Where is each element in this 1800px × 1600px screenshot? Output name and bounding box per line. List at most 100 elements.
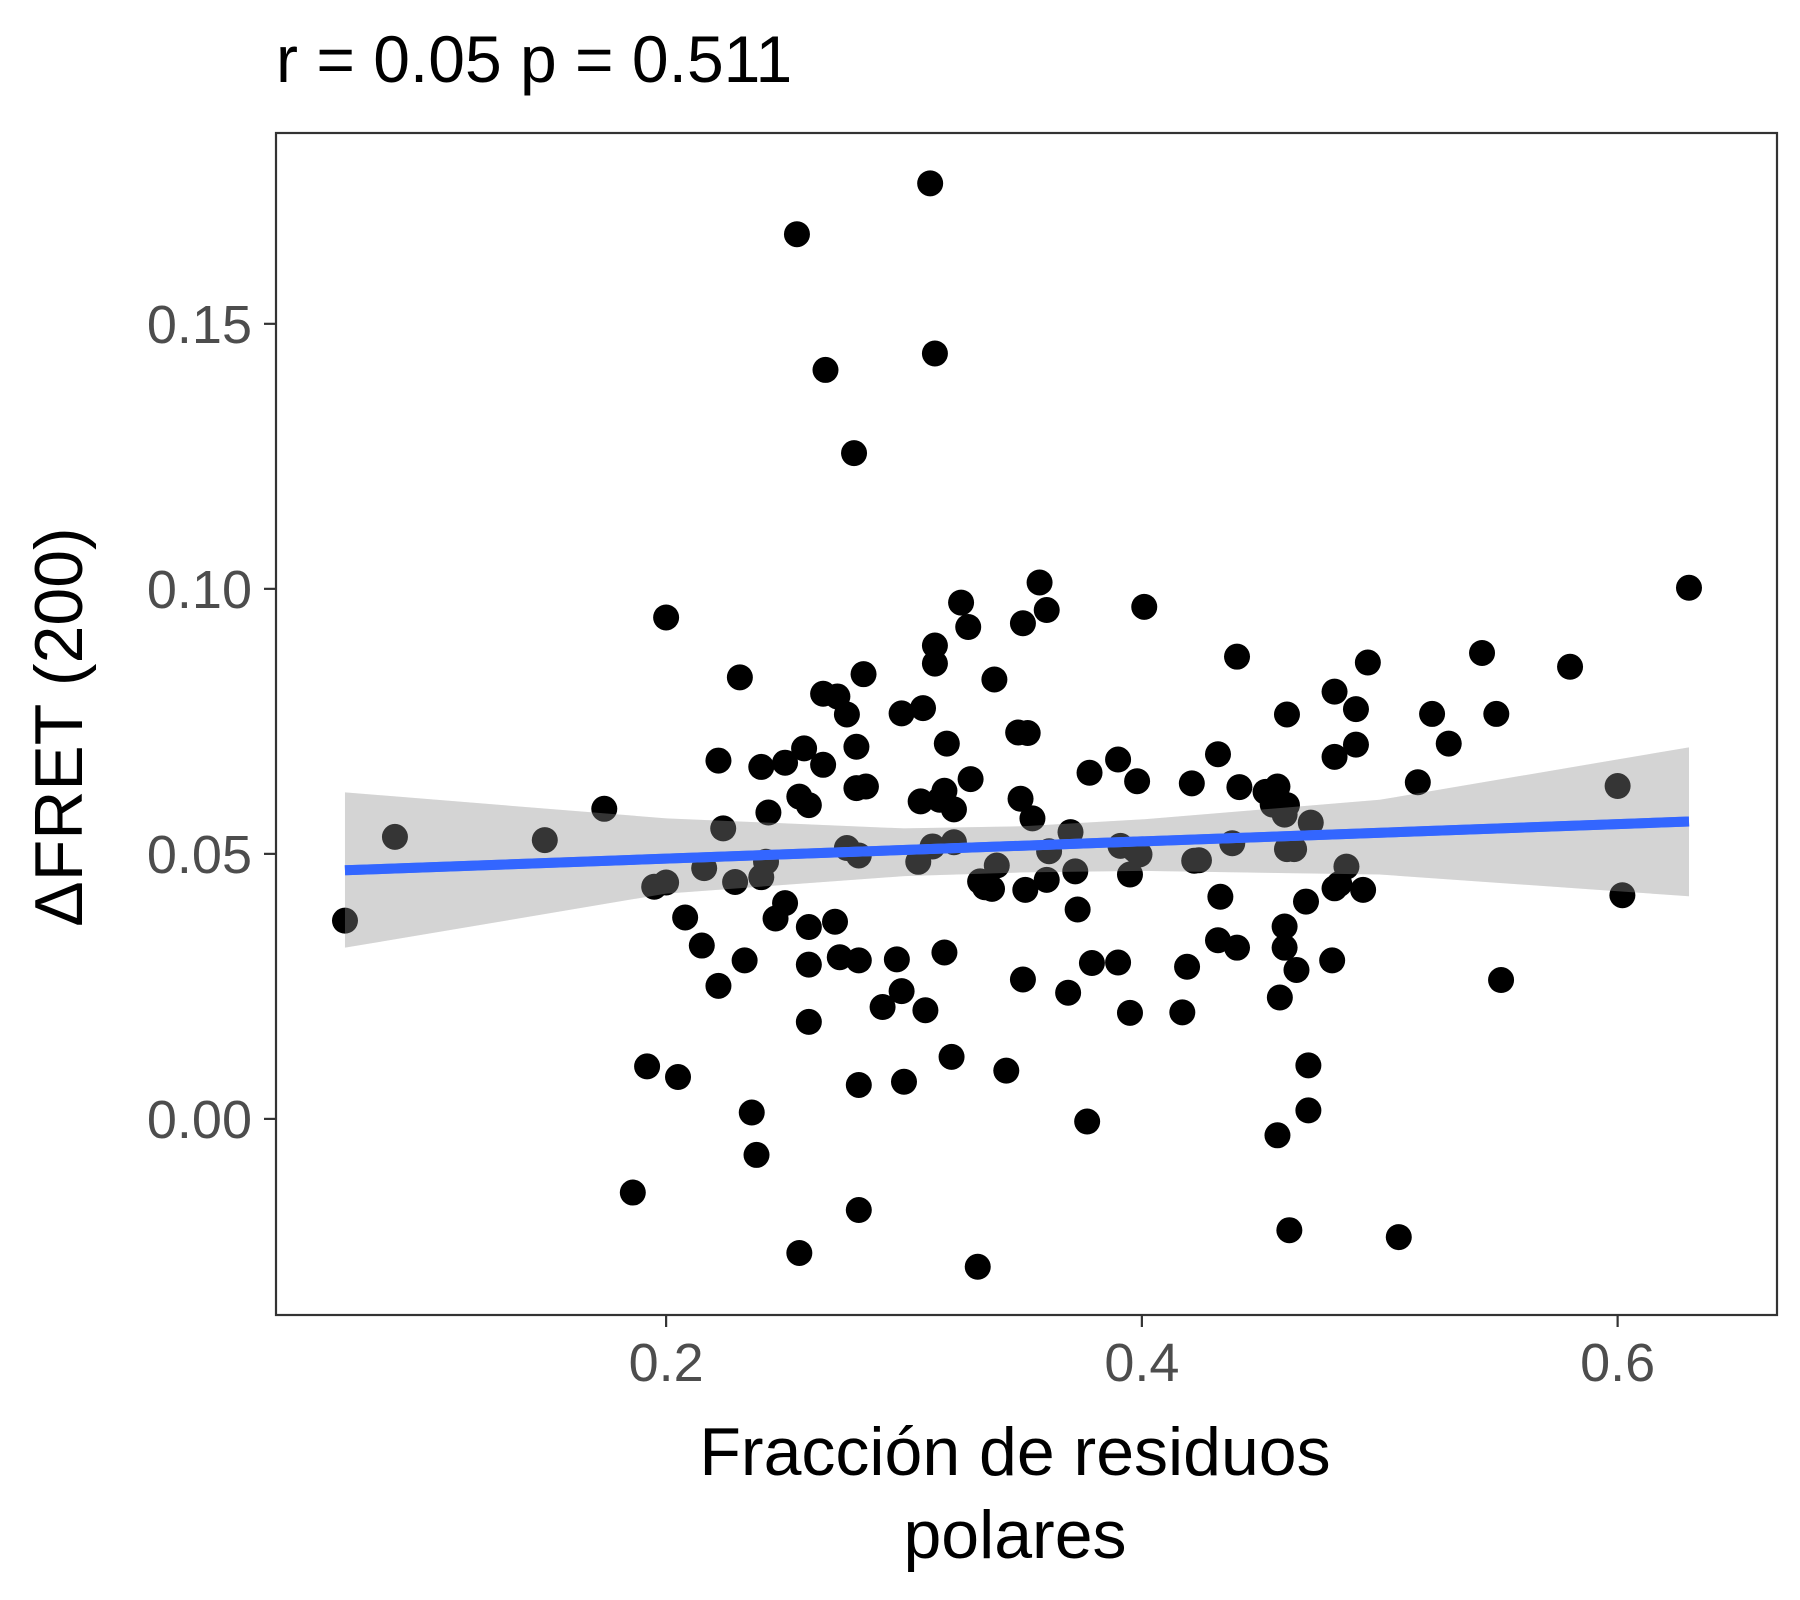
data-point — [1064, 896, 1091, 923]
data-point — [791, 735, 818, 762]
data-point — [531, 827, 558, 854]
y-tick-label: 0.05 — [147, 825, 252, 885]
data-point — [1281, 836, 1308, 863]
data-point — [850, 661, 877, 688]
data-point — [1675, 574, 1702, 601]
data-point — [795, 951, 822, 978]
data-point — [845, 1197, 872, 1224]
data-point — [591, 795, 618, 822]
data-point — [1105, 746, 1132, 773]
data-point — [1483, 700, 1510, 727]
data-point — [1295, 1052, 1322, 1079]
data-point — [1297, 809, 1324, 836]
data-point — [910, 695, 937, 722]
data-point — [841, 440, 868, 467]
data-point — [1350, 876, 1377, 903]
data-point — [810, 751, 837, 778]
data-point — [1342, 731, 1369, 758]
data-point — [1293, 888, 1319, 915]
data-point — [653, 869, 680, 896]
panel-border — [274, 131, 1779, 1317]
data-point — [381, 823, 408, 850]
data-point — [653, 604, 680, 631]
x-tick-label: 0.2 — [629, 1333, 704, 1393]
data-point — [1131, 593, 1158, 620]
data-point — [1009, 610, 1036, 637]
y-tick-label: 0.15 — [147, 295, 252, 355]
data-point — [1174, 953, 1201, 980]
data-point — [1321, 743, 1348, 770]
data-point — [705, 972, 732, 999]
x-tick-label: 0.4 — [1104, 1333, 1179, 1393]
data-point — [1204, 741, 1231, 768]
data-point — [1033, 597, 1060, 624]
data-point — [688, 932, 715, 959]
data-point — [1419, 700, 1446, 727]
data-point — [812, 356, 839, 383]
data-point — [1062, 858, 1089, 885]
y-axis-title: ΔFRET (200) — [21, 527, 97, 926]
data-point — [786, 1239, 813, 1266]
data-point — [1007, 785, 1034, 812]
data-point — [1126, 841, 1153, 868]
data-point — [1116, 861, 1143, 888]
x-axis-title-line-1: Fracción de residuos — [699, 1414, 1330, 1490]
data-point — [1271, 913, 1298, 940]
data-point — [1012, 876, 1039, 903]
data-point — [1116, 999, 1143, 1026]
data-point — [1026, 569, 1053, 596]
regression-line-top — [344, 816, 1690, 876]
data-point — [921, 632, 948, 659]
data-point — [869, 994, 896, 1021]
data-point — [1276, 1217, 1303, 1244]
data-point — [726, 664, 753, 691]
x-tick-label: 0.6 — [1580, 1333, 1655, 1393]
data-point — [772, 749, 799, 776]
data-point — [883, 946, 910, 973]
data-point — [931, 939, 958, 966]
data-point — [1283, 956, 1310, 983]
data-point — [1224, 643, 1251, 670]
data-point — [1207, 883, 1234, 910]
data-point — [1074, 1108, 1101, 1135]
data-point — [845, 1071, 872, 1098]
data-point — [1604, 773, 1631, 800]
data-point — [755, 799, 782, 826]
data-point — [748, 753, 775, 780]
data-point — [940, 796, 967, 823]
data-point — [921, 650, 948, 677]
data-point — [705, 747, 732, 774]
data-point — [795, 792, 822, 819]
data-point — [1055, 979, 1082, 1006]
data-point — [833, 701, 860, 728]
data-point — [822, 908, 849, 935]
data-point — [1014, 720, 1041, 747]
data-point — [1124, 768, 1151, 795]
data-point — [1169, 999, 1196, 1026]
data-point — [1264, 1122, 1291, 1149]
data-point — [722, 868, 749, 895]
data-point — [981, 666, 1008, 693]
data-point — [672, 904, 699, 931]
chart-title: r = 0.05 p = 0.511 — [276, 22, 792, 96]
data-point — [938, 1043, 965, 1070]
data-point — [795, 914, 822, 941]
data-point — [852, 773, 879, 800]
axes: 0.2 0.4 0.6 0.00 0.05 0.10 0.15 — [147, 295, 1655, 1393]
data-point — [738, 1099, 765, 1126]
data-point — [1609, 882, 1636, 909]
data-point — [843, 733, 870, 760]
data-point — [1009, 966, 1036, 993]
data-point — [1057, 819, 1084, 846]
data-point — [1342, 696, 1369, 723]
data-point — [665, 1064, 692, 1091]
data-point — [955, 614, 982, 640]
data-point — [772, 890, 799, 917]
data-point — [957, 766, 984, 793]
data-point — [743, 1141, 770, 1168]
data-point — [331, 907, 358, 934]
data-point — [1273, 792, 1300, 819]
data-point — [1435, 730, 1462, 757]
